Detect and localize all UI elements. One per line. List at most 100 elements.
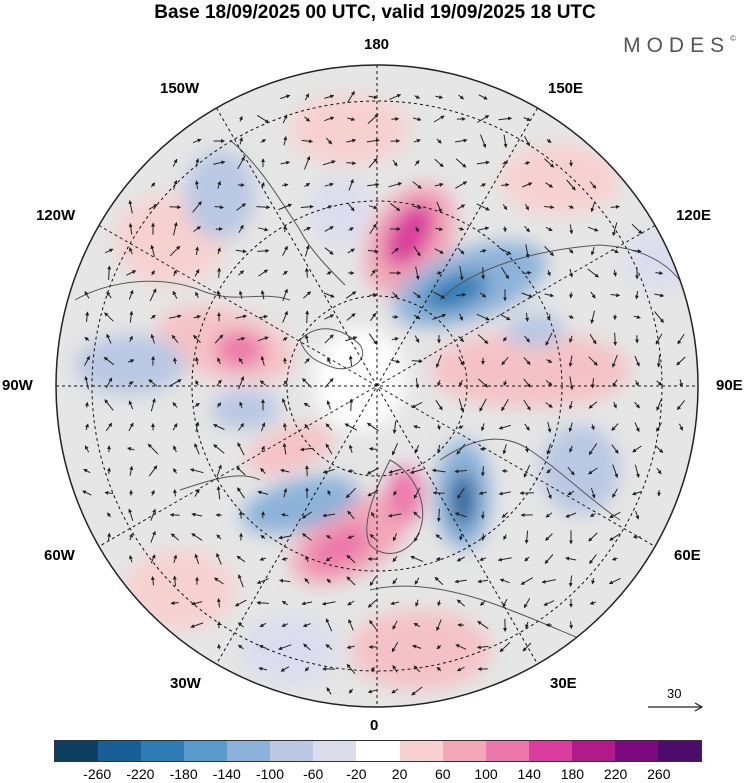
wind-vector xyxy=(127,447,135,451)
wind-vector xyxy=(347,202,355,212)
wind-vector xyxy=(282,245,288,256)
wind-vector xyxy=(480,183,487,188)
wind-vector xyxy=(569,445,573,453)
wind-vector xyxy=(590,487,596,499)
wind-vector xyxy=(147,443,159,455)
wind-vector xyxy=(194,488,200,497)
positive-anomaly xyxy=(247,424,333,476)
wind-vector xyxy=(299,447,314,452)
wind-vector xyxy=(216,597,221,608)
wind-vector xyxy=(676,356,686,366)
wind-vector xyxy=(477,579,489,584)
wind-vector xyxy=(128,289,134,300)
wind-vector xyxy=(587,268,599,278)
wind-vector xyxy=(520,577,534,585)
wind-vector xyxy=(612,222,618,237)
wind-vector xyxy=(498,424,511,430)
wind-vector xyxy=(568,422,573,433)
wind-vector xyxy=(437,380,442,387)
wind-vector xyxy=(547,421,552,433)
wind-vector xyxy=(524,335,530,343)
wind-vector xyxy=(191,601,203,606)
positive-anomaly-core xyxy=(387,467,423,523)
wind-vector xyxy=(324,247,334,255)
wind-vector xyxy=(216,290,221,300)
wind-vector xyxy=(106,333,112,344)
wind-vector xyxy=(524,556,530,562)
wind-vector xyxy=(84,401,89,408)
wind-vector xyxy=(129,335,133,343)
wind-vector xyxy=(413,665,421,673)
wind-vector xyxy=(278,535,292,540)
wind-vector xyxy=(569,376,574,391)
wind-vector xyxy=(303,643,311,651)
wind-vector xyxy=(588,356,598,366)
wind-vector xyxy=(257,490,269,495)
wind-vector xyxy=(434,182,444,187)
colorbar-swatch xyxy=(141,741,185,761)
wind-vector xyxy=(304,93,310,101)
colorbar-swatch xyxy=(55,741,99,761)
coastlines xyxy=(74,139,691,651)
wind-vector xyxy=(522,642,532,652)
wind-vector xyxy=(501,182,510,187)
wind-vector xyxy=(237,442,245,456)
wind-vector xyxy=(212,424,225,430)
wind-vector xyxy=(189,468,204,474)
wind-vector xyxy=(656,467,662,475)
wind-vector xyxy=(126,270,137,276)
wind-vector xyxy=(148,465,158,477)
wind-vector xyxy=(279,578,291,583)
wind-vector xyxy=(415,378,420,389)
wind-vector xyxy=(588,532,598,542)
wind-vector xyxy=(235,249,247,254)
wind-vector xyxy=(214,205,224,210)
wind-vector xyxy=(367,182,380,187)
wind-vector xyxy=(414,335,420,343)
wind-vector xyxy=(546,468,552,474)
vector-scale: 30 xyxy=(646,686,706,716)
wind-vector xyxy=(217,180,222,189)
wind-vector xyxy=(259,380,266,386)
wind-vector xyxy=(477,115,490,123)
wind-vector xyxy=(545,380,553,387)
wind-vector xyxy=(612,379,618,387)
wind-vector xyxy=(525,203,529,211)
wind-vector xyxy=(368,205,378,210)
wind-vector xyxy=(169,245,181,257)
wind-vector xyxy=(190,622,204,628)
wind-vector xyxy=(613,401,617,409)
negative-anomaly-core xyxy=(421,272,489,312)
wind-vector xyxy=(129,310,134,323)
wind-vector xyxy=(608,577,621,585)
meridian-150e-30w xyxy=(216,107,538,665)
wind-vector xyxy=(105,377,113,389)
wind-vector xyxy=(238,376,245,390)
colorbar-swatch xyxy=(98,741,142,761)
wind-vector xyxy=(631,223,643,235)
wind-vector xyxy=(525,621,529,629)
positive-anomaly-core xyxy=(310,525,370,571)
wind-vector xyxy=(523,357,531,365)
wind-vector xyxy=(324,94,335,99)
wind-vector xyxy=(173,179,178,190)
colorbar-tick-label: -20 xyxy=(346,766,367,782)
wind-vector xyxy=(345,291,357,299)
wind-vector xyxy=(171,334,179,344)
wind-vector xyxy=(280,160,291,165)
wind-vector xyxy=(411,686,423,696)
colorbar-swatch xyxy=(571,741,615,761)
wind-vector xyxy=(238,290,243,299)
wind-vector xyxy=(195,158,200,168)
wind-vector xyxy=(194,180,199,190)
wind-vector xyxy=(260,139,267,143)
wind-vector xyxy=(480,134,487,149)
lon-label-150e: 150E xyxy=(548,80,584,97)
wind-vector xyxy=(325,137,333,145)
wind-vector xyxy=(257,227,269,232)
wind-vector xyxy=(455,138,468,143)
wind-vector xyxy=(173,445,177,453)
copyright-mark: © xyxy=(730,34,736,43)
wind-vector xyxy=(547,314,552,321)
